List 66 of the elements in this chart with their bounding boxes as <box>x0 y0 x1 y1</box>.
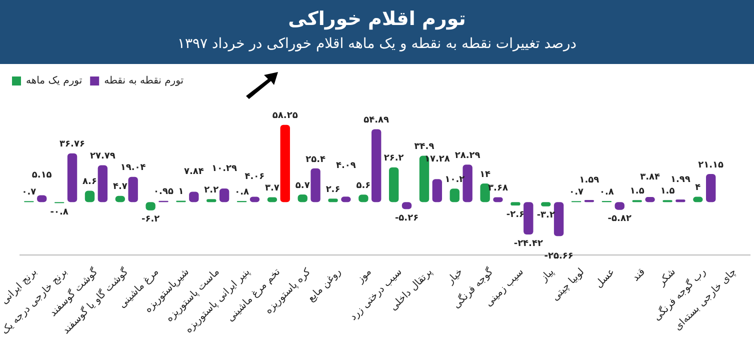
data-label: ۴.۰۶ <box>244 172 265 182</box>
data-label: ۰.۹۵ <box>154 187 174 198</box>
data-label: ۱ <box>178 187 184 198</box>
data-label: -۰.۸ <box>50 208 69 218</box>
data-label: ۴.۷ <box>112 182 128 192</box>
bar <box>480 184 490 202</box>
bar <box>554 202 564 236</box>
data-label: ۵.۱۵ <box>32 170 52 181</box>
data-label: ۲۱.۱۵ <box>698 160 724 170</box>
data-label: ۱.۵ <box>660 186 676 196</box>
bar <box>462 164 472 202</box>
bar <box>128 176 138 202</box>
bar <box>310 168 320 202</box>
chart-title: تورم اقلام خوراکی <box>287 7 467 32</box>
data-label: ۰.۸ <box>599 187 614 198</box>
bar <box>450 188 460 202</box>
legend-label: تورم نقطه به نقطه <box>104 76 184 87</box>
bar <box>432 179 442 202</box>
data-label: ۵۴.۸۹ <box>364 116 390 126</box>
data-label: ۰.۸ <box>234 187 250 198</box>
data-label: ۵.۶ <box>356 181 371 192</box>
bar <box>388 167 399 202</box>
data-label: ۲۵.۴ <box>306 154 326 165</box>
data-label: ۳.۷ <box>265 184 280 194</box>
data-label: ۱.۹۹ <box>670 174 691 185</box>
data-label: -۲۴.۴۲ <box>514 238 544 249</box>
data-label: ۲.۶ <box>326 184 340 195</box>
x-tick-label: قند <box>630 266 648 284</box>
data-label: ۵۸.۲۵ <box>272 111 298 122</box>
bar <box>372 129 382 202</box>
data-label: ۳۶.۷۶ <box>60 140 85 150</box>
bar <box>706 174 716 202</box>
data-label: ۲۸.۲۹ <box>454 150 481 161</box>
x-tick-label: شکر <box>656 266 678 289</box>
data-label: ۲۶.۲ <box>384 154 404 164</box>
data-label: ۴.۰۹ <box>336 161 356 172</box>
data-label: ۰.۷ <box>569 188 584 198</box>
legend-label: تورم یک ماهه <box>26 76 82 87</box>
data-label: -۵.۲۶ <box>394 213 419 224</box>
data-label: ۳۴.۹ <box>414 142 435 152</box>
data-label: ۳.۸۴ <box>640 172 660 182</box>
data-label: -۵.۸۲ <box>608 214 632 224</box>
bar <box>219 188 230 202</box>
data-label: ۲.۲ <box>204 186 220 196</box>
x-tick-label: پیاز <box>538 266 556 285</box>
data-label: ۸.۶ <box>82 177 97 188</box>
data-label: ۰.۷ <box>22 188 37 198</box>
data-label: ۱۰.۲۹ <box>212 164 238 174</box>
bar <box>280 124 290 202</box>
data-label: ۱.۵ <box>630 186 645 196</box>
x-tick-label: عسل <box>593 266 618 290</box>
data-label: ۱۹.۰۴ <box>120 163 146 174</box>
data-label: ۵.۷ <box>295 180 310 191</box>
data-label: -۲۵.۶۶ <box>544 251 574 262</box>
data-label: ۱۴ <box>480 170 492 180</box>
data-label: -۶.۲ <box>141 214 160 225</box>
x-tick-label: موز <box>354 266 374 286</box>
bar <box>98 165 108 202</box>
data-label: ۴ <box>695 183 702 194</box>
data-label: ۱.۵۹ <box>579 175 600 186</box>
bar <box>524 202 534 234</box>
x-tick-label: خیار <box>444 266 466 288</box>
bar <box>67 153 78 202</box>
chart-subtitle: درصد تغییرات نقطه به نقطه و یک ماهه اقلام خوراکی در خرداد ۱۳۹۷ <box>176 35 578 54</box>
data-label: ۲۷.۷۹ <box>90 152 116 162</box>
data-label: ۷.۸۴ <box>184 167 204 178</box>
